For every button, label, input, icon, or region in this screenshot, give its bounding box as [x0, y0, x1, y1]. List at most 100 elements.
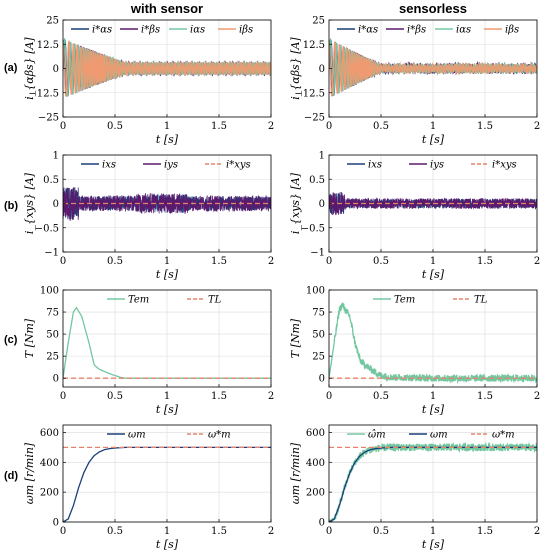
- y-tick-label: 0: [53, 374, 59, 385]
- series-line-0: [329, 441, 537, 522]
- y-tick-label: 50: [312, 330, 325, 341]
- y-tick-label: 12.5: [37, 40, 59, 51]
- x-tick-label: 2: [534, 526, 540, 537]
- x-tick-label: 0.5: [373, 121, 389, 132]
- legend-label: TL: [474, 295, 488, 306]
- legend-label: iαs: [190, 25, 205, 36]
- column-title-with-sensor: with sensor: [130, 1, 203, 16]
- x-tick-label: 1.5: [211, 121, 227, 132]
- legend-label: i*αs: [92, 25, 112, 36]
- y-tick-label: 100: [40, 286, 59, 297]
- legend-label: ixs: [368, 160, 382, 171]
- y-tick-label: 0: [319, 199, 325, 210]
- legend-label: i*αs: [358, 25, 378, 36]
- x-tick-label: 1.5: [211, 256, 227, 267]
- x-axis-label: t [s]: [156, 538, 179, 551]
- x-tick-label: 1: [430, 391, 436, 402]
- y-tick-label: 400: [40, 458, 59, 469]
- x-tick-label: 1: [164, 526, 170, 537]
- y-axis-label: ωm [r/min]: [23, 442, 36, 504]
- x-tick-label: 2: [268, 121, 274, 132]
- y-tick-label: 0: [319, 518, 325, 529]
- legend-label: iys: [164, 160, 178, 171]
- y-tick-label: 75: [46, 308, 59, 319]
- y-tick-label: −1: [310, 248, 325, 259]
- y-tick-label: 75: [312, 308, 325, 319]
- series-group: [63, 446, 271, 522]
- x-axis-label: t [s]: [422, 268, 445, 281]
- x-tick-label: 0.5: [107, 256, 123, 267]
- series-group: [63, 306, 271, 379]
- x-tick-label: 0: [60, 526, 66, 537]
- y-tick-label: 0: [319, 374, 325, 385]
- panel-a-sensorless: −25 −12.5 0 12.5 25 0 0.5 1 1.5 2 t [s] i_{αβs} [A]…: [289, 16, 540, 147]
- series-group: [329, 37, 537, 97]
- x-tick-label: 1: [164, 256, 170, 267]
- x-tick-label: 0: [326, 121, 332, 132]
- x-tick-label: 0: [326, 391, 332, 402]
- y-tick-label: 600: [40, 428, 59, 439]
- x-tick-label: 0.5: [373, 391, 389, 402]
- y-tick-label: 25: [46, 352, 59, 363]
- x-tick-label: 1: [430, 256, 436, 267]
- y-tick-label: −0.5: [301, 223, 325, 234]
- legend-label: ω*m: [208, 430, 231, 441]
- series-group: [329, 441, 537, 522]
- x-tick-label: 1: [430, 526, 436, 537]
- y-tick-label: 0.5: [309, 175, 325, 186]
- legend-label: i*βs: [141, 25, 160, 36]
- y-axis-label: i_{xys} [A]: [289, 172, 302, 234]
- series-group: [329, 192, 537, 216]
- legend-label: ωm: [128, 430, 146, 441]
- row-label-a: (a): [4, 62, 18, 74]
- y-tick-label: 1: [319, 151, 325, 162]
- legend-label: i*xys: [492, 160, 517, 171]
- row-label-d: (d): [4, 470, 18, 482]
- row-label-b: (b): [4, 200, 18, 212]
- legend-label: i*βs: [407, 25, 426, 36]
- y-axis-label: ωm [r/min]: [289, 442, 302, 504]
- x-tick-label: 0.5: [107, 526, 123, 537]
- x-axis-label: t [s]: [156, 268, 179, 281]
- panel-b-with-sensor: −1 −0.5 0 0.5 1 0 0.5 1 1.5 2 t [s] i_{xys} [A] ixs i…: [23, 151, 274, 282]
- x-tick-label: 1.5: [211, 526, 227, 537]
- y-axis-label: i_{αβs} [A]: [23, 37, 36, 100]
- x-tick-label: 1.5: [211, 391, 227, 402]
- y-tick-label: −0.5: [35, 223, 59, 234]
- y-axis-label: i_{αβs} [A]: [289, 37, 302, 100]
- x-tick-label: 0: [326, 526, 332, 537]
- y-tick-label: 200: [40, 488, 59, 499]
- x-axis-label: t [s]: [422, 538, 445, 551]
- y-tick-label: 25: [46, 16, 59, 27]
- x-axis-label: t [s]: [422, 403, 445, 416]
- legend-label: iys: [430, 160, 444, 171]
- series-group: [63, 37, 271, 97]
- x-tick-label: 1.5: [477, 526, 493, 537]
- x-tick-label: 2: [268, 391, 274, 402]
- x-tick-label: 0: [60, 391, 66, 402]
- column-title-sensorless: sensorless: [399, 1, 467, 16]
- legend-label: iβs: [239, 25, 253, 36]
- x-tick-label: 1.5: [477, 391, 493, 402]
- x-tick-label: 2: [534, 391, 540, 402]
- x-tick-label: 2: [268, 256, 274, 267]
- legend-label: TL: [208, 295, 222, 306]
- series-group: [329, 302, 537, 384]
- y-tick-label: −1: [44, 248, 59, 259]
- y-tick-label: −12.5: [294, 88, 325, 99]
- series-group: [63, 187, 271, 221]
- y-tick-label: 100: [306, 286, 325, 297]
- y-tick-label: 400: [306, 458, 325, 469]
- x-tick-label: 1: [164, 391, 170, 402]
- panel-b-sensorless: −1 −0.5 0 0.5 1 0 0.5 1 1.5 2 t [s] i_{xys} [A] ixs i…: [289, 151, 540, 282]
- legend-label: iβs: [505, 25, 519, 36]
- x-tick-label: 0.5: [373, 256, 389, 267]
- x-tick-label: 2: [268, 526, 274, 537]
- series-line-0: [329, 302, 537, 384]
- x-tick-label: 0: [326, 256, 332, 267]
- x-tick-label: 0.5: [107, 391, 123, 402]
- x-tick-label: 0.5: [373, 526, 389, 537]
- legend-label: Tem: [394, 295, 415, 306]
- y-tick-label: 25: [312, 16, 325, 27]
